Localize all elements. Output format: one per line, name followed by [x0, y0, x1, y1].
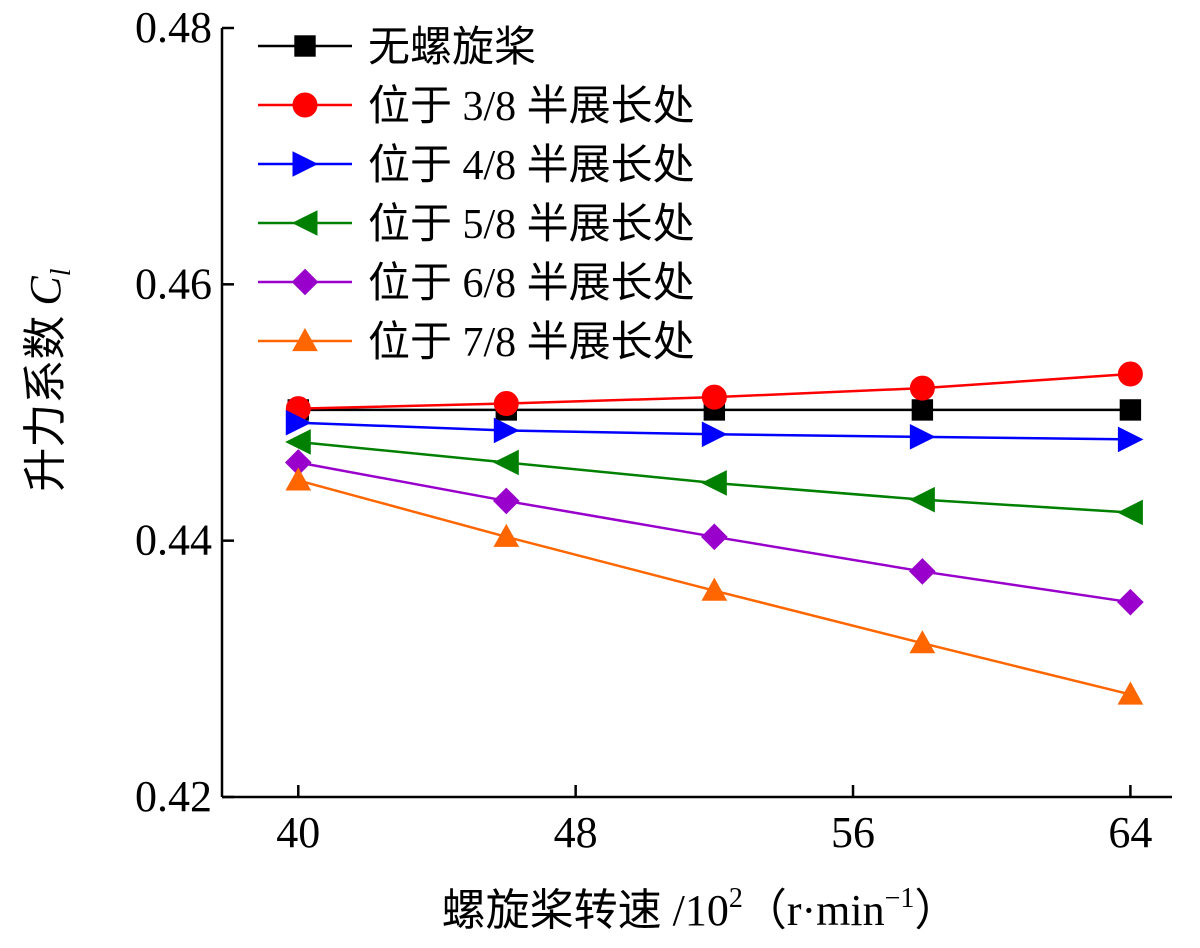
- data-point: [493, 391, 519, 417]
- y-tick-label: 0.48: [135, 3, 212, 52]
- series-6: [285, 467, 1144, 705]
- data-point: [1117, 426, 1144, 453]
- legend-entry: 位于 4/8 半展长处: [258, 142, 695, 189]
- legend-marker: [291, 268, 319, 296]
- legend-entry: 位于 3/8 半展长处: [258, 83, 695, 130]
- legend-entry: 位于 6/8 半展长处: [258, 260, 695, 307]
- x-axis-label-exponent: 2: [729, 883, 743, 914]
- y-axis: 0.42 0.44 0.46 0.48: [135, 3, 234, 821]
- x-tick-label: 48: [554, 808, 598, 857]
- legend-label: 位于 5/8 半展长处: [368, 201, 695, 248]
- x-axis-label-unit-close: ）: [914, 886, 958, 935]
- x-axis-label-unit-exponent: −1: [885, 883, 915, 914]
- data-point: [1117, 681, 1144, 705]
- legend-entry: 位于 7/8 半展长处: [258, 319, 695, 366]
- y-axis-label: 升力系数 Cl: [21, 268, 77, 491]
- data-point: [701, 577, 728, 601]
- data-point: [492, 487, 520, 515]
- legend-label: 位于 3/8 半展长处: [368, 83, 695, 130]
- y-axis-label-subscript: l: [46, 268, 77, 276]
- x-tick-label: 64: [1108, 808, 1152, 857]
- legend-label: 无螺旋桨: [368, 25, 536, 71]
- data-point: [701, 523, 728, 551]
- data-point: [285, 467, 312, 491]
- x-axis-label: 螺旋桨转速 /102（r·min−1）: [442, 883, 959, 935]
- data-point: [1117, 499, 1143, 526]
- y-tick-label: 0.42: [135, 772, 212, 821]
- y-tick-label: 0.44: [135, 516, 212, 565]
- data-point: [1117, 588, 1144, 616]
- data-point: [285, 429, 311, 455]
- legend-marker: [294, 35, 316, 57]
- data-point: [909, 630, 936, 654]
- legend-marker: [291, 210, 318, 236]
- data-point: [701, 421, 728, 448]
- data-point: [701, 384, 727, 410]
- series-2: [285, 361, 1143, 422]
- series-5: [284, 449, 1144, 616]
- legend-label: 位于 7/8 半展长处: [368, 319, 695, 366]
- series-4: [285, 429, 1143, 526]
- data-point: [493, 449, 519, 476]
- y-axis-label-main: 升力系数: [21, 316, 70, 492]
- x-axis: 40 48 56 64: [276, 785, 1152, 857]
- data-point: [1119, 399, 1142, 421]
- x-axis-label-unit-open: （r·min: [743, 886, 885, 935]
- y-tick-label: 0.46: [135, 259, 212, 308]
- data-point: [493, 417, 520, 444]
- x-tick-label: 40: [276, 808, 320, 857]
- data-point: [285, 409, 312, 436]
- data-point: [909, 558, 936, 585]
- data-point: [909, 375, 935, 401]
- legend-entry: 无螺旋桨: [258, 25, 536, 71]
- data-point: [493, 523, 520, 547]
- legend-marker: [292, 92, 318, 118]
- data-point: [701, 470, 727, 496]
- data-point: [1117, 361, 1143, 387]
- data-point: [909, 424, 936, 450]
- legend-entry: 位于 5/8 半展长处: [258, 201, 695, 248]
- x-tick-label: 56: [831, 808, 875, 857]
- y-axis-label-symbol: C: [21, 276, 70, 306]
- legend-label: 位于 4/8 半展长处: [368, 142, 695, 189]
- legend-marker: [292, 151, 319, 177]
- data-point: [909, 486, 935, 513]
- series-layer: [284, 361, 1144, 705]
- x-axis-label-main: 螺旋桨转速 /10: [442, 886, 729, 935]
- legend-marker: [292, 327, 318, 352]
- data-point: [911, 399, 934, 421]
- series-3: [285, 409, 1144, 453]
- plot-frame: [220, 28, 1172, 799]
- legend-label: 位于 6/8 半展长处: [368, 260, 695, 307]
